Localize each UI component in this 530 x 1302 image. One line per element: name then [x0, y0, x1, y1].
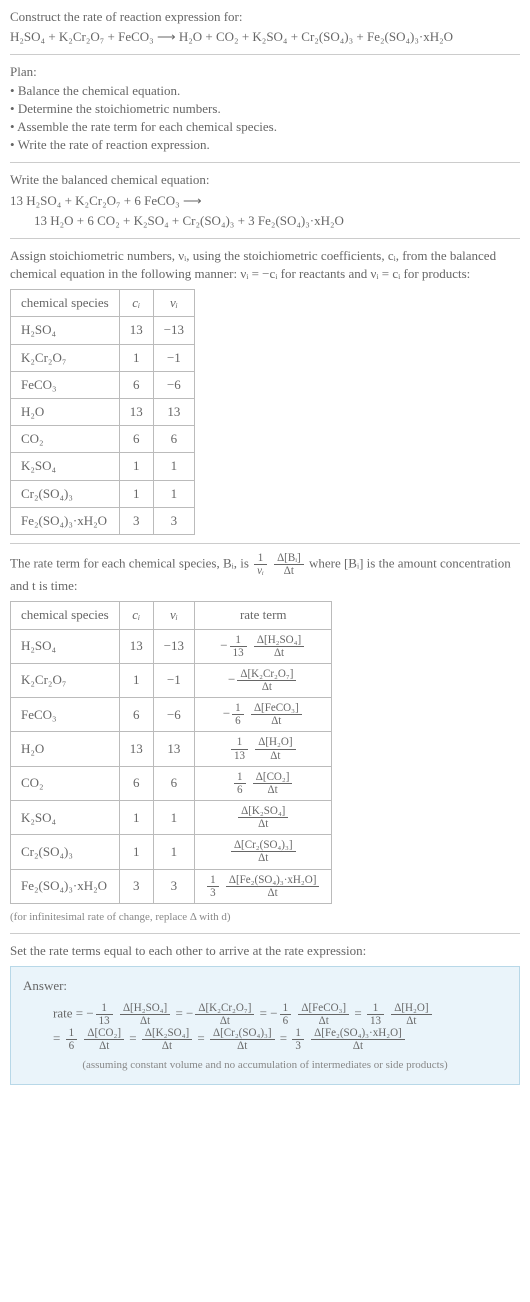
plan-block: Plan: Balance the chemical equation. Det… — [10, 63, 520, 154]
table-row: Fe₂(SO₄)₃·xH₂O3313 Δ[Fe₂(SO₄)₃·xH₂O]Δt — [11, 869, 332, 903]
assign-text: Assign stoichiometric numbers, νᵢ, using… — [10, 247, 520, 283]
answer-line1: rate = −113 Δ[H₂SO₄]Δt = −Δ[K₂Cr₂O₇]Δt =… — [23, 1002, 507, 1027]
table-row: FeCO₃6−6 — [11, 371, 195, 398]
table-row: K₂Cr₂O₇1−1 — [11, 344, 195, 371]
header-block: Construct the rate of reaction expressio… — [10, 8, 520, 46]
table-row: Cr₂(SO₄)₃11Δ[Cr₂(SO₄)₃]Δt — [11, 835, 332, 869]
stoich-table: chemical species cᵢ νᵢ H₂SO₄13−13K₂Cr₂O₇… — [10, 289, 195, 535]
plan-title: Plan: — [10, 63, 520, 81]
assign-block: Assign stoichiometric numbers, νᵢ, using… — [10, 247, 520, 535]
rate-table: chemical species cᵢ νᵢ rate term H₂SO₄13… — [10, 601, 332, 903]
table-row: H₂O1313113 Δ[H₂O]Δt — [11, 732, 332, 766]
construct-text: Construct the rate of reaction expressio… — [10, 8, 520, 26]
col-vi: νᵢ — [153, 290, 194, 317]
answer-line2: = 16 Δ[CO₂]Δt = Δ[K₂SO₄]Δt = Δ[Cr₂(SO₄)₃… — [23, 1027, 507, 1052]
answer-note: (assuming constant volume and no accumul… — [23, 1058, 507, 1073]
col-rate: rate term — [195, 602, 332, 629]
balanced-block: Write the balanced chemical equation: 13… — [10, 171, 520, 230]
divider — [10, 543, 520, 544]
plan-item: Balance the chemical equation. — [10, 82, 520, 100]
balanced-title: Write the balanced chemical equation: — [10, 171, 520, 189]
frac-1-over-vi: 1 νᵢ — [254, 552, 267, 577]
answer-title: Answer: — [23, 977, 507, 995]
col-vi: νᵢ — [153, 602, 194, 629]
plan-item: Determine the stoichiometric numbers. — [10, 100, 520, 118]
col-ci: cᵢ — [119, 602, 153, 629]
table-row: H₂SO₄13−13 — [11, 317, 195, 344]
table-row: Cr₂(SO₄)₃11 — [11, 480, 195, 507]
table-row: K₂SO₄11Δ[K₂SO₄]Δt — [11, 801, 332, 835]
table-row: H₂SO₄13−13−113 Δ[H₂SO₄]Δt — [11, 629, 332, 663]
balanced-line2: 13 H₂O + 6 CO₂ + K₂SO₄ + Cr₂(SO₄)₃ + 3 F… — [10, 212, 520, 230]
plan-item: Assemble the rate term for each chemical… — [10, 118, 520, 136]
frac-dBi-dt: Δ[Bᵢ] Δt — [274, 552, 304, 577]
table-row: Fe₂(SO₄)₃·xH₂O33 — [11, 507, 195, 534]
divider — [10, 238, 520, 239]
unbalanced-equation: H₂SO₄ + K₂Cr₂O₇ + FeCO₃ ⟶ H₂O + CO₂ + K₂… — [10, 28, 520, 46]
divider — [10, 54, 520, 55]
col-species: chemical species — [11, 602, 120, 629]
balanced-line1: 13 H₂SO₄ + K₂Cr₂O₇ + 6 FeCO₃ ⟶ — [10, 192, 520, 210]
infinitesimal-note: (for infinitesimal rate of change, repla… — [10, 910, 520, 925]
rateterm-prefix: The rate term for each chemical species,… — [10, 556, 252, 571]
answer-box: Answer: rate = −113 Δ[H₂SO₄]Δt = −Δ[K₂Cr… — [10, 966, 520, 1084]
table-row: CO₂6616 Δ[CO₂]Δt — [11, 766, 332, 800]
setequal-text: Set the rate terms equal to each other t… — [10, 942, 520, 960]
table-row: K₂SO₄11 — [11, 453, 195, 480]
table-row: CO₂66 — [11, 426, 195, 453]
col-species: chemical species — [11, 290, 120, 317]
table-row: FeCO₃6−6−16 Δ[FeCO₃]Δt — [11, 698, 332, 732]
plan-list: Balance the chemical equation. Determine… — [10, 82, 520, 155]
rateterm-block: The rate term for each chemical species,… — [10, 552, 520, 925]
table-row: K₂Cr₂O₇1−1−Δ[K₂Cr₂O₇]Δt — [11, 663, 332, 697]
table-row: H₂O1313 — [11, 399, 195, 426]
plan-item: Write the rate of reaction expression. — [10, 136, 520, 154]
divider — [10, 933, 520, 934]
col-ci: cᵢ — [119, 290, 153, 317]
divider — [10, 162, 520, 163]
